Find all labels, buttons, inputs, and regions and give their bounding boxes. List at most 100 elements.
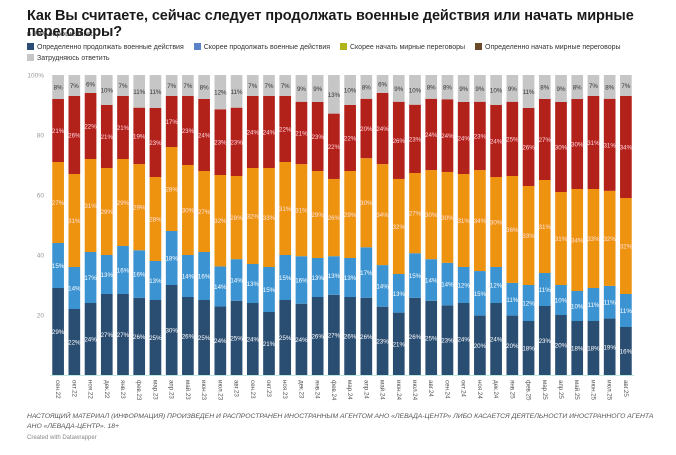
- bar-stack: 23% 14% 34% 24% 6%: [376, 75, 389, 375]
- bar-segment: [555, 102, 567, 192]
- data-label: 10%: [571, 304, 584, 311]
- bar-segment: [409, 297, 421, 375]
- bar-segment: [474, 101, 486, 171]
- x-tick-label: май.23: [184, 380, 191, 400]
- bar-stack: 27% 13% 26% 22% 13%: [328, 75, 341, 375]
- bar-segment: [344, 171, 356, 258]
- data-label: 26%: [328, 215, 341, 222]
- data-label: 34%: [474, 218, 487, 225]
- bars: 29%15%27%21%8%22%14%31%26%7%24%17%31%22%…: [52, 75, 633, 375]
- bar-stack: 20% 15% 34% 23% 9%: [474, 75, 487, 375]
- bar-segment: [538, 99, 551, 180]
- data-label: 24%: [247, 337, 260, 344]
- bar-segment: [490, 105, 502, 177]
- data-label: 30%: [425, 212, 438, 219]
- data-label: 31%: [68, 218, 81, 225]
- x-tick-label: сен.24: [443, 380, 450, 399]
- bar-segment: [279, 162, 292, 255]
- data-label: 31%: [295, 208, 308, 215]
- bar-segment: [100, 294, 113, 375]
- bar-segment: [165, 231, 178, 285]
- bar-stack: 24% 12% 30% 24% 10%: [490, 75, 503, 375]
- data-label: 27%: [409, 211, 422, 218]
- data-label: 8%: [200, 85, 209, 92]
- bar-segment: [571, 99, 584, 189]
- bar-segment: [230, 107, 243, 176]
- data-label: 27%: [198, 209, 211, 216]
- data-label: 27%: [52, 200, 65, 207]
- data-label: 18%: [165, 256, 178, 263]
- bar-segment: [295, 164, 308, 257]
- bar-segment: [409, 173, 421, 254]
- data-label: 23%: [214, 140, 227, 147]
- bar-segment: [538, 180, 551, 273]
- data-label: 29%: [311, 212, 324, 219]
- bar-segment: [490, 177, 502, 267]
- data-label: 30%: [571, 142, 584, 149]
- x-tick-label: авг.24: [427, 380, 434, 397]
- bar-stack: 30% 18% 28% 17% 7%: [165, 75, 178, 375]
- data-label: 26%: [133, 334, 146, 341]
- data-label: 8%: [54, 85, 63, 92]
- bar-segment: [117, 159, 129, 246]
- bar-segment: [198, 75, 210, 99]
- bar-segment: [571, 189, 584, 291]
- data-label: 31%: [279, 206, 292, 213]
- legend-swatch: [475, 43, 483, 50]
- bar-stack: 26% 15% 27% 23% 10%: [409, 75, 422, 375]
- data-label: 26%: [68, 133, 81, 140]
- x-tick-label: окт.22: [70, 380, 77, 398]
- data-label: 21%: [52, 128, 65, 135]
- data-label: 13%: [149, 278, 162, 285]
- bar-segment: [246, 303, 259, 375]
- x-tick-label: июн.25: [589, 380, 596, 401]
- bar-segment: [311, 297, 324, 375]
- bar-segment: [441, 99, 454, 172]
- bar-stack: 16% 11% 32% 34% 7%: [620, 75, 633, 375]
- data-label: 30%: [441, 215, 454, 222]
- bar-segment: [84, 252, 97, 303]
- x-tick-label: фев.25: [525, 380, 532, 401]
- bar-segment: [344, 297, 356, 375]
- chart-subtitle: в %% опрошенных: [27, 29, 93, 38]
- bar-segment: [344, 75, 356, 105]
- x-tick-label: дек.24: [492, 380, 499, 399]
- data-label: 6%: [86, 82, 95, 89]
- x-tick-label: ноя.23: [281, 380, 288, 399]
- data-label: 25%: [198, 335, 211, 342]
- bar-segment: [230, 175, 243, 260]
- bar-segment: [84, 93, 97, 159]
- bar-segment: [376, 306, 389, 375]
- data-label: 24%: [295, 337, 308, 344]
- bar-segment: [149, 261, 162, 300]
- bar-segment: [409, 104, 421, 174]
- bar-segment: [620, 327, 632, 375]
- bar-stack: 24% 17% 31% 22% 6%: [84, 75, 97, 375]
- legend-label: Затрудняюсь ответить: [37, 55, 110, 62]
- data-label: 11%: [587, 302, 599, 309]
- data-label: 24%: [376, 126, 389, 133]
- data-label: 30%: [555, 145, 568, 152]
- bar-segment: [522, 285, 535, 321]
- data-label: 17%: [165, 119, 178, 126]
- data-label: 9%: [508, 86, 517, 93]
- legend-item-definitely-negotiate: Определенно начать мирные переговоры: [475, 42, 621, 53]
- data-label: 24%: [490, 337, 503, 344]
- data-label: 16%: [133, 272, 146, 279]
- data-label: 14%: [441, 282, 454, 289]
- data-label: 32%: [214, 218, 227, 225]
- data-label: 32%: [603, 236, 616, 243]
- data-label: 10%: [101, 88, 114, 95]
- bar-segment: [68, 309, 81, 375]
- bar-segment: [457, 303, 470, 375]
- bar-segment: [409, 253, 421, 298]
- data-label: 9%: [475, 86, 484, 93]
- data-label: 18%: [571, 346, 584, 353]
- bar-segment: [149, 300, 162, 375]
- bar-stack: 27% 16% 29% 21% 7%: [117, 75, 130, 375]
- bar-stack: 27% 13% 29% 21% 10%: [100, 75, 114, 375]
- bar-segment: [490, 267, 502, 303]
- legend-item-rather-negotiate: Скорее начать мирные переговоры: [339, 42, 465, 53]
- bar-segment: [246, 264, 259, 303]
- legend-item-undecided: Затрудняюсь ответить: [27, 53, 110, 64]
